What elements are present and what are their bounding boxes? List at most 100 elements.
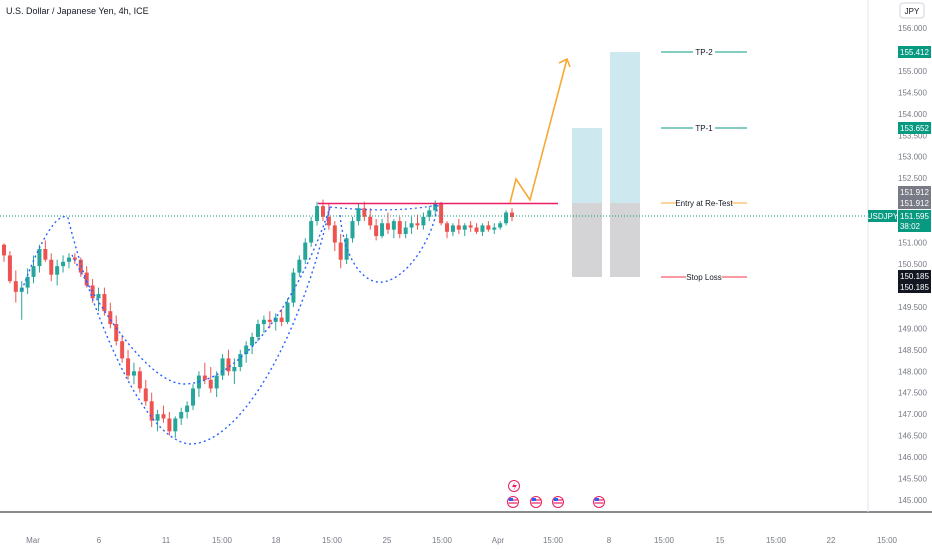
candle [25, 268, 30, 295]
x-tick-label: 8 [607, 536, 612, 545]
candle [167, 412, 172, 436]
y-tick-label: 150.500 [898, 260, 927, 269]
y-tick-label: 145.500 [898, 475, 927, 484]
candle [462, 223, 467, 237]
candle [261, 315, 266, 333]
y-tick-label: 153.000 [898, 153, 927, 162]
y-tick-label: 147.500 [898, 389, 927, 398]
stop-zone-tall [610, 203, 640, 277]
candle [510, 208, 514, 222]
handle-top-line [329, 204, 439, 211]
candle [409, 216, 414, 234]
candle [250, 332, 255, 355]
candle [315, 201, 320, 226]
candle [102, 287, 107, 316]
candle [49, 253, 54, 282]
candle [13, 270, 18, 303]
candle [191, 384, 196, 410]
candle [7, 251, 12, 284]
candle [220, 354, 225, 380]
x-tick-label: 6 [97, 536, 102, 545]
candle [2, 243, 6, 262]
candle [108, 302, 113, 329]
candle [498, 221, 503, 230]
candle [332, 221, 337, 252]
candle [326, 203, 331, 230]
candle [43, 240, 48, 262]
candle [226, 349, 231, 376]
y-tick-label: 149.000 [898, 324, 927, 333]
y-tick-label: 155.000 [898, 67, 927, 76]
candle [120, 334, 125, 363]
candle [84, 266, 89, 288]
candle [480, 223, 485, 237]
pattern-inner-curve [71, 206, 331, 385]
candle [238, 349, 243, 372]
candle [137, 366, 142, 393]
projection-arrow [509, 58, 568, 204]
price-axis[interactable]: 156.000155.500155.000154.500154.000153.5… [898, 24, 927, 505]
candle [55, 259, 60, 286]
candle [61, 255, 66, 273]
us-flag-icon[interactable] [507, 496, 519, 508]
tp2-label: TP-2 [695, 48, 713, 57]
stop-loss-label: Stop Loss [686, 273, 722, 282]
candle [143, 379, 148, 406]
candle [474, 223, 479, 234]
us-flag-icon[interactable] [593, 496, 605, 508]
flash-icon-glyph [512, 482, 517, 491]
x-tick-label: 15:00 [543, 536, 564, 545]
candle [391, 218, 396, 239]
candle [297, 255, 302, 277]
candle [279, 309, 284, 327]
y-tick-label: 156.000 [898, 24, 927, 33]
svg-text:150.185: 150.185 [900, 283, 929, 292]
y-tick-label: 146.500 [898, 432, 927, 441]
svg-text:151.595: 151.595 [900, 212, 929, 221]
y-tick-label: 148.000 [898, 367, 927, 376]
candle [309, 216, 314, 247]
y-tick-label: 151.000 [898, 239, 927, 248]
candle [37, 244, 42, 273]
candle [214, 371, 219, 398]
svg-text:JPY: JPY [905, 7, 920, 16]
tp2-price-tag: 155.412 [898, 46, 931, 58]
x-tick-label: 15:00 [766, 536, 787, 545]
svg-text:151.912: 151.912 [900, 188, 929, 197]
x-tick-label: 15:00 [322, 536, 343, 545]
candle [450, 223, 455, 237]
candle [415, 214, 420, 230]
symbol-title[interactable]: U.S. Dollar / Japanese Yen, 4h, ICE [6, 6, 149, 16]
candles [2, 199, 514, 438]
x-tick-label: 15:00 [654, 536, 675, 545]
candle [427, 206, 432, 222]
target-zone-short [572, 128, 602, 203]
svg-text:153.652: 153.652 [900, 124, 929, 133]
candle [179, 407, 184, 425]
candle [291, 268, 296, 307]
tp1-label: TP-1 [695, 124, 713, 133]
candle [397, 216, 402, 239]
candle [126, 349, 131, 380]
time-axis[interactable]: Mar 6 11 15:00 18 15:00 25 15:00 Apr 15:00 8 15:00 1… [26, 536, 897, 545]
candle [380, 218, 385, 239]
candle [155, 409, 160, 432]
candle [196, 371, 201, 398]
candle [131, 362, 136, 385]
candle [208, 366, 213, 393]
candle [31, 255, 36, 284]
y-tick-label: 149.500 [898, 303, 927, 312]
current-price-tag: USDJPY 151.595 38:02 [867, 210, 931, 232]
svg-text:USDJPY: USDJPY [867, 212, 899, 221]
us-flag-icon[interactable] [552, 496, 564, 508]
event-markers [507, 480, 605, 508]
candle [256, 319, 260, 342]
x-tick-label: 15:00 [877, 536, 898, 545]
target-zone-tall [610, 52, 640, 203]
currency-button[interactable]: JPY [899, 2, 925, 19]
y-tick-label: 148.500 [898, 346, 927, 355]
us-flag-icon[interactable] [530, 496, 542, 508]
stop-zone-short [572, 203, 602, 277]
candle [273, 313, 278, 331]
